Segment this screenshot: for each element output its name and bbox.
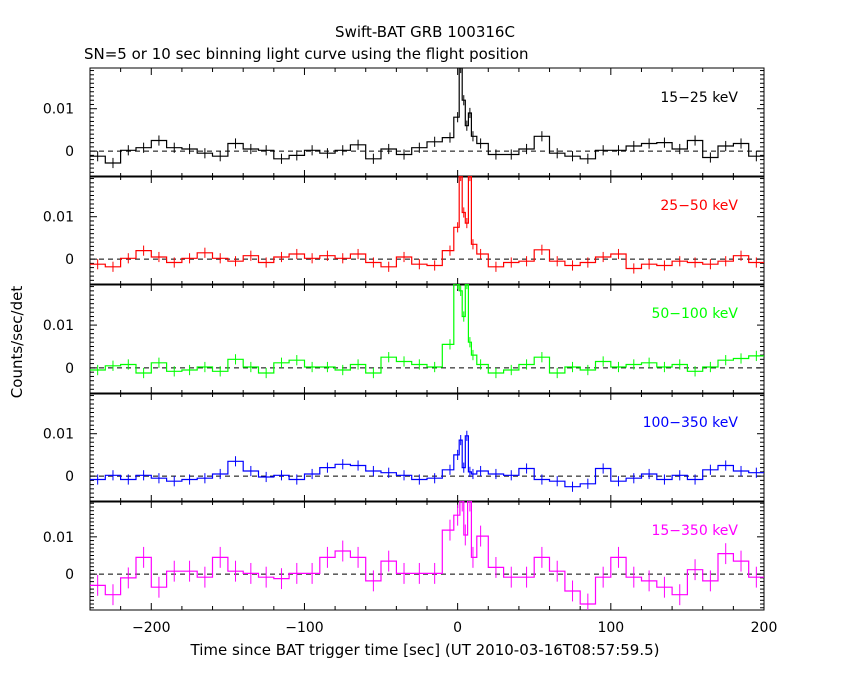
y-tick-label: 0.01 (43, 318, 74, 334)
y-tick-label: 0 (65, 252, 74, 268)
panel-1: 0 0.01 15−25 keV (43, 67, 765, 178)
band-label: 100−350 keV (643, 415, 739, 431)
chart-subtitle: SN=5 or 10 sec binning light curve using… (84, 45, 529, 63)
panel-frame (89, 67, 765, 178)
x-tick-label: −100 (285, 620, 323, 636)
panel-frame (89, 283, 765, 395)
x-tick-label: 200 (751, 620, 778, 636)
y-tick-label: 0.01 (43, 530, 74, 546)
x-tick-label: 100 (597, 620, 624, 636)
series-group (90, 284, 764, 379)
x-tick-label: −200 (132, 620, 170, 636)
panel-4: 0 0.01 100−350 keV (43, 392, 765, 503)
y-tick-label: 0.01 (43, 102, 74, 118)
series-group (90, 68, 764, 169)
y-tick-label: 0 (65, 144, 74, 160)
series-group (90, 501, 764, 610)
series-line (90, 176, 764, 270)
y-tick-label: 0 (65, 469, 74, 485)
panel-frame (89, 175, 765, 286)
series-group (90, 430, 764, 492)
series-line (90, 68, 764, 164)
x-axis-label: Time since BAT trigger time [sec] (UT 20… (190, 641, 660, 659)
band-label: 15−350 keV (651, 523, 738, 539)
y-tick-label: 0.01 (43, 210, 74, 226)
x-tick-labels: −200 −100 0 100 200 (132, 620, 777, 636)
y-tick-label: 0 (65, 567, 74, 583)
panel-frame (89, 500, 765, 611)
panels: 0 0.01 15−25 keV 0 0.01 25−50 keV 0 0.01 50−100 … (43, 67, 765, 611)
series-group (90, 176, 764, 274)
y-axis-label: Counts/sec/det (8, 286, 26, 399)
panel-frame (89, 392, 765, 503)
chart-title: Swift-BAT GRB 100316C (335, 23, 515, 41)
y-tick-label: 0 (65, 361, 74, 377)
y-tick-label: 0.01 (43, 427, 74, 443)
x-tick-label: 0 (453, 620, 462, 636)
panel-5: 0 0.01 15−350 keV (43, 500, 765, 611)
band-label: 25−50 keV (660, 198, 738, 214)
series-line (90, 284, 764, 374)
series-line (90, 501, 764, 605)
panel-2: 0 0.01 25−50 keV (43, 175, 765, 286)
band-label: 15−25 keV (660, 90, 738, 106)
panel-3: 0 0.01 50−100 keV (43, 283, 765, 395)
series-line (90, 435, 764, 488)
band-label: 50−100 keV (651, 306, 738, 322)
